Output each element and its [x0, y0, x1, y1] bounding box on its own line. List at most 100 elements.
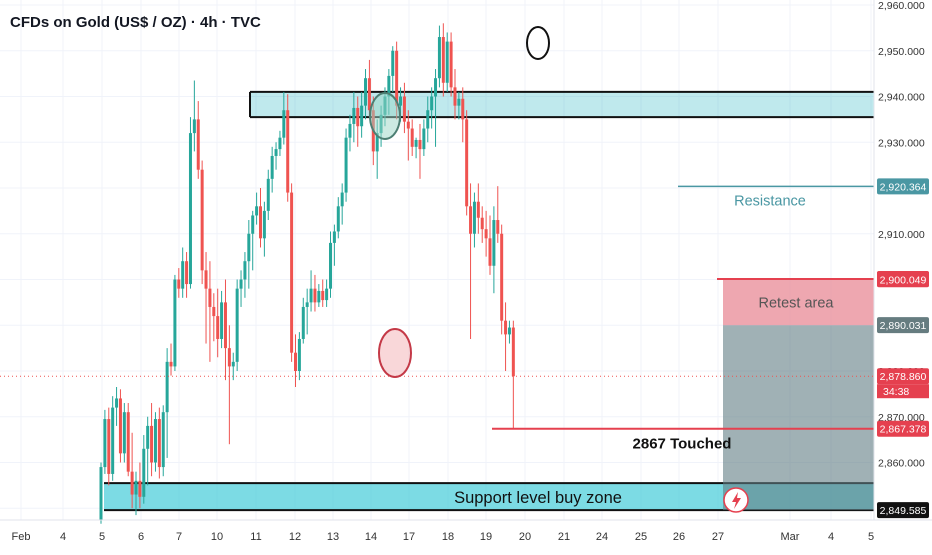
candle-body — [216, 316, 220, 339]
candle-body — [173, 279, 177, 367]
candle-body — [231, 361, 235, 367]
time-tick-label: 5 — [868, 531, 874, 543]
time-axis[interactable]: Feb 4 5 6 7 10 11 12 13 14 17 18 19 20 21 24 25 26 27 Mar 4 5 — [0, 519, 932, 543]
support-zone-label: Support level buy zone — [454, 489, 622, 507]
candle-body — [476, 201, 480, 218]
lightning-bolt — [732, 492, 741, 509]
candle-body — [507, 327, 511, 335]
candle-body — [161, 412, 165, 468]
time-tick-label: 24 — [596, 531, 608, 543]
time-tick-label: 18 — [442, 531, 454, 543]
candle-body — [336, 206, 340, 232]
candle-body — [134, 480, 138, 495]
candle-body — [430, 96, 434, 111]
candle-body — [395, 50, 399, 106]
candle-body — [150, 425, 154, 463]
candle-body — [188, 133, 192, 285]
candle-body — [282, 110, 286, 138]
candle-body — [437, 37, 441, 79]
candle-body — [297, 338, 301, 371]
zones — [104, 90, 874, 512]
price-tick-label: 2,930.000 — [878, 137, 925, 149]
highlight-circle-low — [378, 328, 412, 378]
time-tick-label: 5 — [99, 531, 105, 543]
candle-body — [107, 419, 111, 474]
price-badge-label: 2,890.031 — [880, 320, 927, 332]
countdown-badge — [877, 384, 929, 399]
candle-body — [399, 96, 403, 106]
candle-body — [258, 206, 262, 239]
candle-body — [461, 98, 465, 120]
candle-body — [223, 302, 227, 349]
candle-body — [496, 220, 500, 234]
candle-body — [453, 87, 457, 106]
candle-body — [227, 348, 231, 367]
candle-body — [348, 123, 352, 138]
price-badge-label: 2,878.860 — [880, 371, 927, 383]
candle-body — [340, 192, 344, 207]
candle-body — [192, 119, 196, 134]
candle-body — [402, 96, 406, 122]
price-badge — [877, 368, 929, 385]
candle-body — [445, 41, 449, 83]
candle-body — [305, 302, 309, 307]
candle-body — [111, 407, 115, 474]
price-tick-label: 2,950.000 — [878, 46, 925, 58]
highlight-circle-resistance — [369, 92, 401, 140]
price-axis[interactable]: 2,960.000 2,950.000 2,940.000 2,930.000 2,92… — [873, 0, 932, 550]
price-badge — [877, 420, 929, 437]
candle-body — [313, 288, 317, 303]
time-tick-label: 27 — [712, 531, 724, 543]
candle-body — [410, 128, 414, 147]
candle-body — [200, 169, 204, 271]
candle-body — [504, 320, 508, 335]
candle-body — [130, 471, 134, 495]
candle-body — [204, 270, 208, 289]
candle-body — [457, 98, 461, 106]
candle-body — [317, 290, 321, 303]
time-tick-label: 26 — [673, 531, 685, 543]
candle-body — [212, 306, 216, 317]
candle-body — [422, 128, 426, 150]
candle-body — [484, 229, 488, 239]
candle-body — [426, 110, 430, 129]
candle-body — [441, 37, 445, 83]
candle-body — [480, 217, 484, 230]
price-badge — [877, 271, 929, 288]
candle-body — [418, 139, 422, 150]
candle-body — [511, 327, 515, 377]
candle-body — [367, 78, 371, 111]
candle-body — [332, 231, 336, 243]
retest-area-zone — [723, 279, 874, 326]
candle-body — [153, 419, 157, 463]
candle-body — [488, 238, 492, 266]
candle-body — [325, 288, 329, 301]
candle-body — [391, 50, 395, 76]
countdown-label: 34:38 — [883, 386, 909, 398]
candle-body — [169, 361, 173, 367]
candle-body — [157, 419, 161, 468]
candle-body — [286, 110, 290, 193]
time-tick-label: 11 — [250, 531, 261, 543]
time-tick-label: 19 — [480, 531, 492, 543]
time-tick-label: 13 — [327, 531, 339, 543]
candle-body — [247, 233, 251, 262]
price-badge-label: 2,867.378 — [880, 424, 927, 436]
candle-body — [115, 398, 119, 408]
candle-body — [406, 121, 410, 129]
candle-body — [235, 288, 239, 362]
candle-body — [375, 133, 379, 152]
chart-title: CFDs on Gold (US$ / OZ) · 4h · TVC — [10, 14, 261, 31]
candle-body — [290, 192, 294, 353]
candle-body — [492, 220, 496, 266]
candle-body — [472, 201, 476, 234]
candle-body — [266, 178, 270, 211]
candle-body — [243, 261, 247, 280]
price-badge — [877, 317, 929, 334]
candle-body — [138, 480, 142, 497]
candle-body — [321, 290, 325, 301]
candle-body — [181, 261, 185, 289]
highlight-circle-high — [526, 26, 550, 60]
time-tick-label: 10 — [211, 531, 223, 543]
